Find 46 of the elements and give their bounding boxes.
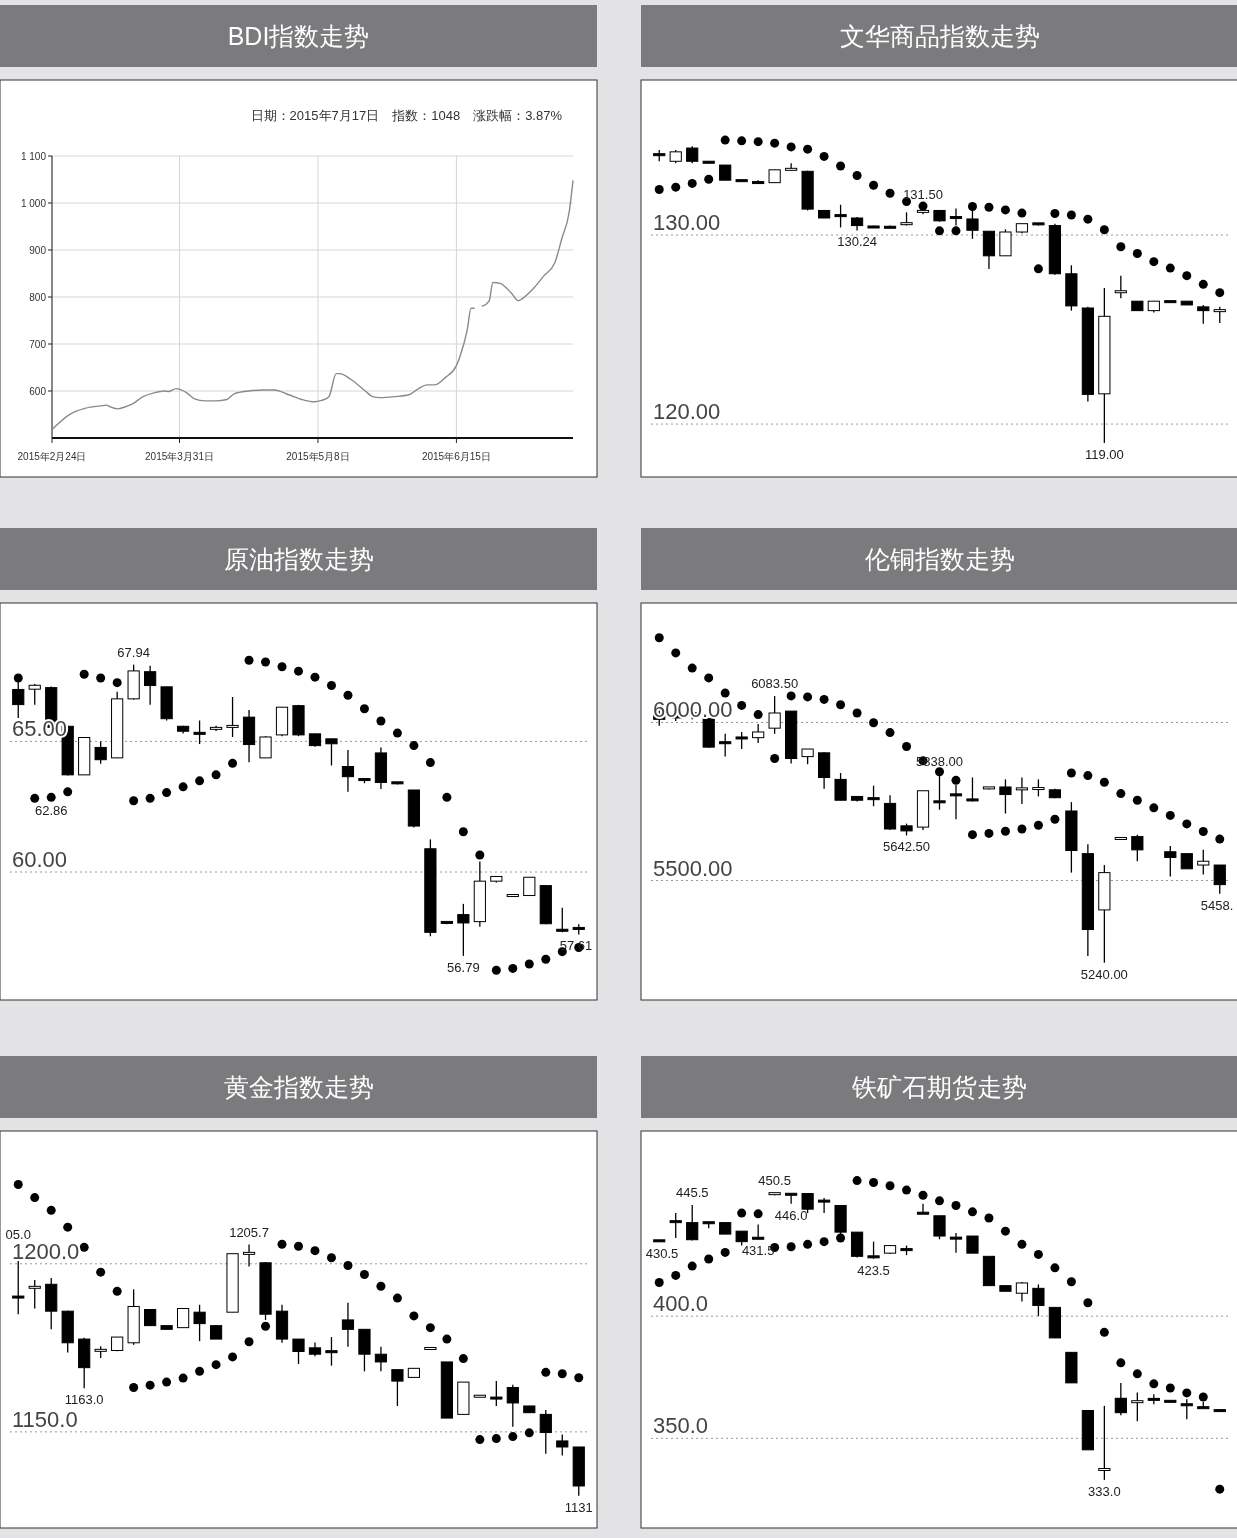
annotation: 67.94: [117, 644, 150, 660]
y-tick-label: 900: [29, 244, 47, 256]
annotation: 1205.7: [229, 1224, 269, 1240]
annotation: 430.5: [645, 1245, 679, 1261]
annotation: 450.5: [758, 1172, 791, 1188]
annotation: 62.86: [34, 803, 68, 819]
chart-title: 伦铜指数走势: [864, 544, 1015, 573]
y-tick-label: 130.00: [653, 210, 721, 236]
annotation: 423.5: [857, 1262, 890, 1278]
annotation: 1163.0: [64, 1392, 104, 1408]
annotation: 130.24: [837, 234, 877, 250]
annotation: 5458.: [1200, 897, 1234, 913]
y-tick-label: 600: [29, 385, 47, 397]
x-tick-label: 2015年2月24日: [17, 451, 87, 462]
x-tick-label: 2015年5月8日: [286, 451, 350, 462]
annotation: 5240.00: [1080, 966, 1128, 982]
x-tick-label: 2015年6月15日: [421, 451, 491, 462]
y-tick-label: 5500.00: [653, 855, 733, 881]
chart-title: 铁矿石期货走势: [851, 1072, 1027, 1101]
text: 日期：2015年7月17日 指数：1048 涨跌幅：3.87%: [250, 108, 563, 123]
annotation: 6083.50: [751, 676, 799, 692]
y-tick-label: 800: [29, 291, 47, 303]
chart-title: 黄金指数走势: [223, 1072, 374, 1101]
y-tick-label: 700: [29, 338, 47, 350]
x-tick-label: 2015年3月31日: [145, 451, 214, 462]
y-tick-label: 120.00: [653, 399, 721, 425]
annotation: 05.0: [5, 1226, 31, 1242]
annotation: 445.5: [675, 1185, 709, 1201]
annotation: 446.0: [774, 1207, 808, 1223]
annotation: 131.50: [903, 186, 943, 202]
annotation: 431.5: [741, 1243, 775, 1259]
chart-title: 原油指数走势: [223, 544, 374, 573]
annotation: 119.00: [1084, 446, 1124, 462]
y-tick-label: 400.0: [653, 1291, 709, 1317]
y-tick-label: 1 000: [20, 197, 47, 209]
annotation: 333.0: [1088, 1483, 1121, 1499]
chart-title: BDI指数走势: [227, 21, 370, 50]
annotation: 5642.50: [883, 839, 931, 855]
annotation: 56.79: [447, 959, 480, 975]
y-tick-label: 350.0: [653, 1413, 709, 1439]
annotation: 1131: [564, 1499, 593, 1515]
y-tick-label: 60.00: [12, 847, 68, 873]
y-tick-label: 1150.0: [12, 1406, 78, 1432]
y-tick-label: 6000.00: [653, 697, 733, 723]
chart-title: 文华商品指数走势: [839, 21, 1040, 50]
y-tick-label: 1 100: [20, 150, 47, 162]
